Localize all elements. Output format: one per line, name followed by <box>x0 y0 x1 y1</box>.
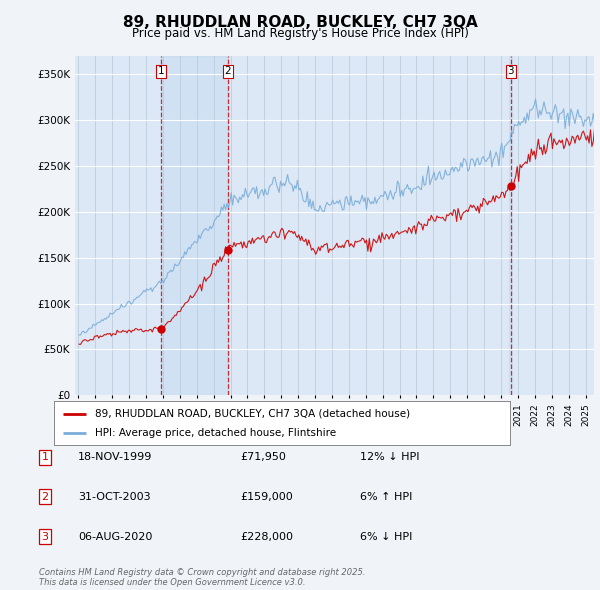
Text: Price paid vs. HM Land Registry's House Price Index (HPI): Price paid vs. HM Land Registry's House … <box>131 27 469 40</box>
Text: 89, RHUDDLAN ROAD, BUCKLEY, CH7 3QA (detached house): 89, RHUDDLAN ROAD, BUCKLEY, CH7 3QA (det… <box>95 409 410 418</box>
Text: 3: 3 <box>41 532 49 542</box>
Text: 06-AUG-2020: 06-AUG-2020 <box>78 532 152 542</box>
Bar <box>509 56 512 395</box>
Text: £159,000: £159,000 <box>240 492 293 502</box>
Text: Contains HM Land Registry data © Crown copyright and database right 2025.
This d: Contains HM Land Registry data © Crown c… <box>39 568 365 587</box>
Text: 12% ↓ HPI: 12% ↓ HPI <box>360 453 419 462</box>
Text: 3: 3 <box>508 66 514 76</box>
Text: 18-NOV-1999: 18-NOV-1999 <box>78 453 152 462</box>
Text: 2: 2 <box>224 66 231 76</box>
Text: HPI: Average price, detached house, Flintshire: HPI: Average price, detached house, Flin… <box>95 428 336 438</box>
Text: 31-OCT-2003: 31-OCT-2003 <box>78 492 151 502</box>
Text: 2: 2 <box>41 492 49 502</box>
Text: 6% ↓ HPI: 6% ↓ HPI <box>360 532 412 542</box>
Text: £228,000: £228,000 <box>240 532 293 542</box>
Text: 1: 1 <box>158 66 164 76</box>
Text: 1: 1 <box>41 453 49 462</box>
Bar <box>161 56 227 395</box>
Text: 89, RHUDDLAN ROAD, BUCKLEY, CH7 3QA: 89, RHUDDLAN ROAD, BUCKLEY, CH7 3QA <box>122 15 478 30</box>
Text: 6% ↑ HPI: 6% ↑ HPI <box>360 492 412 502</box>
Text: £71,950: £71,950 <box>240 453 286 462</box>
